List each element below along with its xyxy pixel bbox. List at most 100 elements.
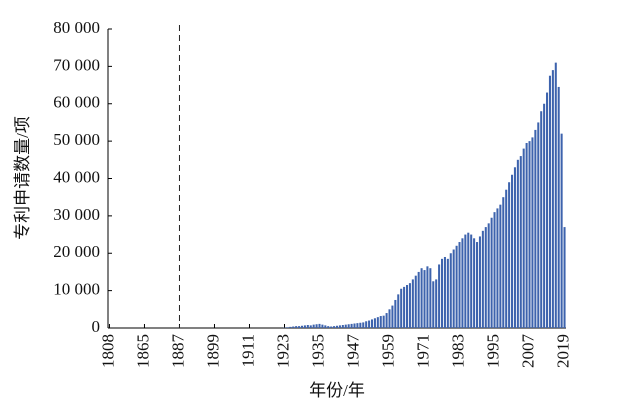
- bar: [449, 253, 452, 328]
- bar: [347, 324, 350, 328]
- bar: [359, 322, 362, 328]
- bar: [344, 324, 347, 328]
- bar: [350, 323, 353, 328]
- bar: [519, 156, 522, 328]
- bar: [478, 236, 481, 328]
- bar: [505, 189, 508, 328]
- bar: [496, 208, 499, 328]
- bar: [522, 148, 525, 328]
- x-tick-label: 1808: [98, 334, 117, 368]
- bar: [312, 324, 315, 328]
- bar: [315, 324, 318, 328]
- bar: [356, 323, 359, 328]
- x-tick-label: 1995: [483, 334, 502, 368]
- bar: [353, 323, 356, 328]
- y-tick-label: 30 000: [53, 205, 100, 224]
- bar: [563, 227, 566, 328]
- bar: [379, 316, 382, 328]
- bar: [499, 204, 502, 328]
- x-tick-label: 1935: [308, 334, 327, 368]
- bar: [417, 271, 420, 328]
- x-tick-label: 2007: [518, 334, 537, 369]
- bar: [388, 309, 391, 328]
- bar: [362, 322, 365, 328]
- x-tick-label: 2019: [553, 334, 572, 368]
- y-tick-label: 80 000: [53, 18, 100, 37]
- bar: [318, 323, 321, 328]
- bar: [321, 324, 324, 328]
- bar: [373, 318, 376, 328]
- x-tick-label: 1887: [168, 334, 187, 369]
- bar: [300, 325, 304, 328]
- x-tick-label: 1923: [273, 334, 292, 368]
- bar: [446, 258, 449, 328]
- bar: [400, 288, 403, 328]
- bar: [426, 266, 429, 328]
- bar: [385, 313, 388, 328]
- bar: [440, 258, 444, 328]
- bar: [432, 281, 435, 328]
- bar: [335, 325, 339, 328]
- bar: [365, 321, 368, 328]
- bar: [502, 197, 505, 328]
- x-tick-label: 1947: [343, 334, 362, 369]
- bar: [306, 325, 309, 328]
- bar: [490, 217, 493, 328]
- bar: [333, 326, 336, 328]
- bar: [438, 264, 441, 328]
- bar: [452, 249, 455, 328]
- x-tick-label: 1865: [133, 334, 152, 368]
- x-tick-label: 1911: [238, 334, 257, 367]
- bar: [382, 315, 385, 328]
- bar: [467, 232, 470, 328]
- bar: [327, 326, 330, 328]
- bar: [435, 279, 438, 328]
- bar: [368, 320, 371, 328]
- bar: [473, 238, 476, 328]
- bar: [403, 286, 406, 328]
- bar: [338, 325, 341, 328]
- bar: [289, 326, 292, 328]
- bar: [394, 299, 397, 328]
- bar: [543, 103, 546, 328]
- bar: [461, 238, 464, 328]
- bar: [292, 326, 295, 328]
- x-tick-label: 1899: [203, 334, 222, 368]
- y-tick-label: 40 000: [53, 167, 100, 186]
- bar: [286, 327, 289, 328]
- bar: [487, 223, 490, 328]
- bar: [484, 227, 487, 328]
- bar: [324, 325, 327, 328]
- bar: [420, 268, 423, 328]
- bar: [557, 86, 560, 329]
- y-tick-label: 60 000: [53, 93, 100, 112]
- bar: [481, 230, 484, 328]
- bar: [408, 283, 411, 328]
- bar: [540, 111, 543, 328]
- x-tick-label: 1983: [448, 334, 467, 368]
- bar: [458, 242, 461, 328]
- bar: [330, 326, 333, 328]
- y-tick-label: 10 000: [53, 280, 100, 299]
- bar: [341, 325, 344, 328]
- bar: [309, 325, 312, 328]
- bar: [531, 137, 534, 328]
- x-tick-label: 1971: [413, 334, 432, 368]
- bar: [455, 245, 458, 328]
- bar: [551, 70, 554, 329]
- bar: [376, 317, 379, 328]
- bar: [516, 159, 519, 328]
- y-tick-label: 0: [92, 317, 101, 336]
- y-axis-label: 专利申请数量/项: [13, 116, 32, 240]
- bar: [464, 234, 467, 328]
- bar: [429, 268, 432, 328]
- bar: [508, 182, 511, 328]
- bar: [546, 92, 549, 328]
- bar: [534, 129, 537, 328]
- bar: [411, 279, 414, 328]
- bar: [548, 75, 551, 328]
- y-tick-label: 50 000: [53, 130, 100, 149]
- bar: [525, 142, 528, 328]
- y-tick-label: 70 000: [53, 55, 100, 74]
